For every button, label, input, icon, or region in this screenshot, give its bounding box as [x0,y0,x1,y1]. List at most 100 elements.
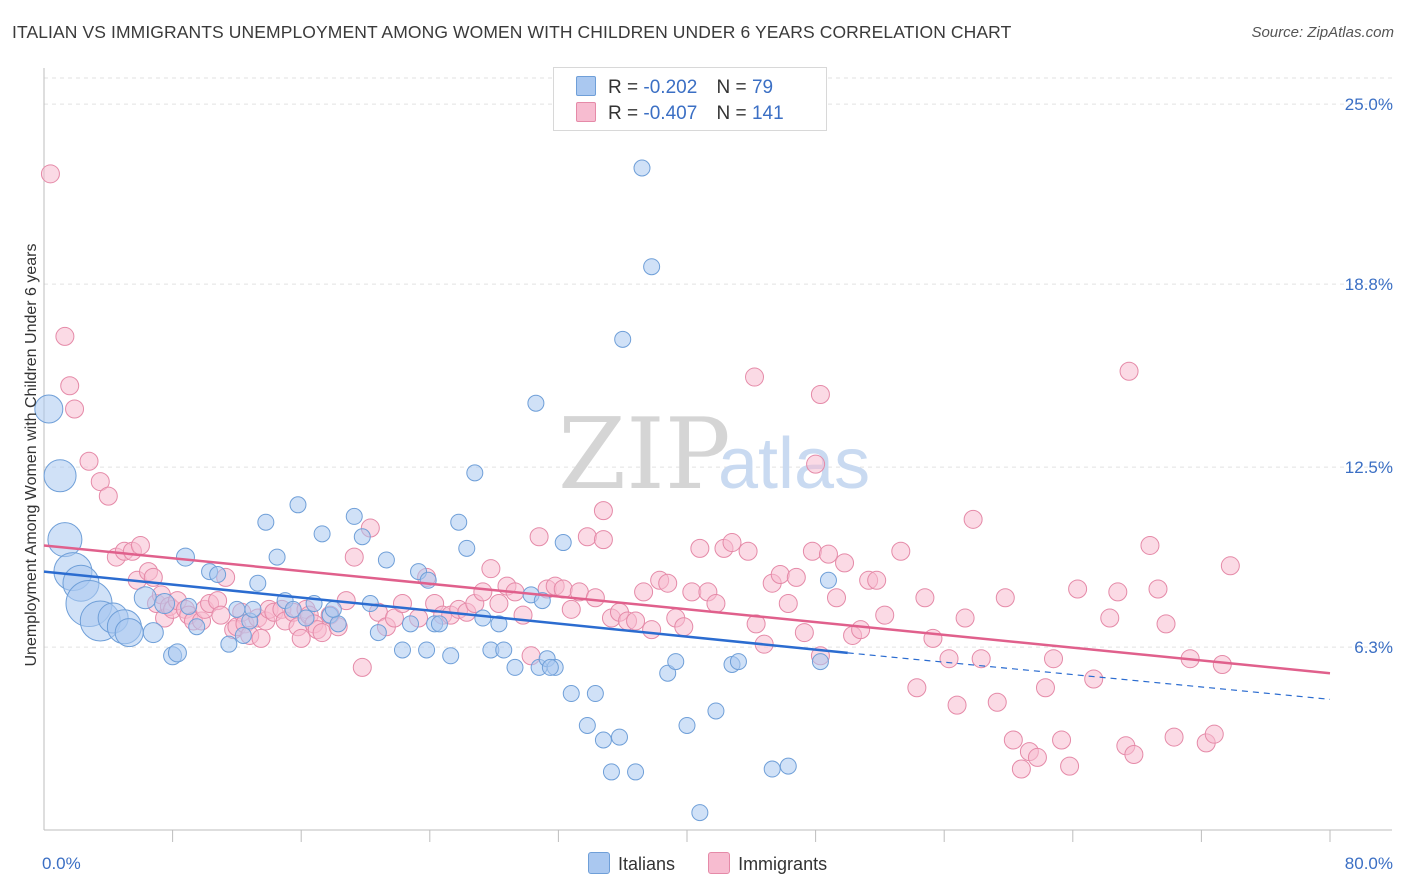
italians-point [289,496,307,514]
immigrants-point [963,509,983,529]
immigrants-point [384,608,404,628]
italians-point [114,618,144,648]
italians-point [495,641,513,659]
immigrants-point [867,570,887,590]
immigrants-r-value: -0.407 [643,103,698,124]
chart-title: ITALIAN VS IMMIGRANTS UNEMPLOYMENT AMONG… [12,22,1012,42]
immigrants-point [810,384,830,404]
italians-point [442,647,460,665]
italians-point [430,615,448,633]
italians-point [175,547,195,567]
immigrants-point [722,533,742,553]
italians-point [284,600,302,618]
italians-point [244,600,262,618]
italians-point [594,731,612,749]
legend-row-italians: R = -0.202 N = 79 [576,76,773,100]
italians-point [633,159,651,177]
immigrants-legend-label: Immigrants [738,854,828,874]
italians-point [554,534,572,552]
italians-point [249,574,267,592]
italians-point [418,641,436,659]
italians-point [228,600,246,618]
immigrants-n-label: N = [716,103,747,124]
immigrants-point [818,544,838,564]
x-tick-label-max: 80.0% [1345,854,1393,873]
immigrants-point [312,623,332,643]
watermark-atlas: atlas [718,424,870,504]
italians-point [257,513,275,531]
immigrants-point [561,599,581,619]
immigrants-point [674,617,694,637]
immigrants-point [955,608,975,628]
legend-row-immigrants: R = -0.407 N = 141 [576,102,784,126]
immigrants-point [489,594,509,614]
italians-r-value: -0.202 [643,77,698,98]
immigrants-point [786,567,806,587]
italians-point [627,763,645,781]
immigrants-point [971,649,991,669]
immigrants-point [826,588,846,608]
italians-swatch [576,76,596,96]
immigrants-point [947,695,967,715]
italians-point [811,653,829,671]
italians-legend-swatch [588,852,610,874]
correlation-legend: R = -0.202 N = 79 R = -0.407 N = 141 [553,67,827,131]
italians-point [586,685,604,703]
immigrants-point [593,530,613,550]
immigrants-point [1108,582,1128,602]
immigrants-point [634,582,654,602]
italians-point [707,702,725,720]
immigrants-r-label: R = [608,103,639,124]
immigrants-point [40,164,60,184]
immigrants-point [473,582,493,602]
immigrants-point [778,594,798,614]
legend-item-immigrants[interactable]: Immigrants [708,852,827,875]
watermark-zip: ZIP [558,398,731,512]
immigrants-point [1027,747,1047,767]
italians-point [541,658,559,676]
immigrants-point [1220,556,1240,576]
y-tick-labels: 6.3% 12.5% 18.8% 25.0% [1345,95,1393,657]
immigrants-n-value: 141 [751,103,784,124]
italians-n-label: N = [716,77,747,98]
italians-point [763,760,781,778]
immigrants-point [745,367,765,387]
italians-point [268,548,286,566]
italians-point [133,586,157,610]
immigrants-point [658,573,678,593]
italians-legend-label: Italians [618,854,676,874]
legend-item-italians[interactable]: Italians [588,852,675,875]
italians-point [180,597,198,615]
immigrants-point [1148,579,1168,599]
italians-trend-extension [847,652,1331,700]
immigrants-point [65,399,85,419]
italians-point [779,757,797,775]
immigrants-point [291,628,311,648]
immigrants-point [585,588,605,608]
italians-point [614,330,632,348]
immigrants-point [352,657,372,677]
immigrants-point [90,472,110,492]
immigrants-point [682,582,702,602]
y-tick-label-0: 6.3% [1354,638,1393,657]
italians-point [578,716,596,734]
immigrants-point [79,451,99,471]
immigrants-point [642,620,662,640]
x-tick-labels: 0.0% 80.0% [42,854,1393,873]
italians-point [527,394,545,412]
immigrants-point [626,611,646,631]
immigrants-point [577,527,597,547]
italians-point [691,804,709,822]
immigrants-point [891,541,911,561]
immigrants-point [939,649,959,669]
immigrants-point [1156,614,1176,634]
italians-point [602,763,620,781]
y-tick-label-2: 18.8% [1345,275,1393,294]
italians-point [345,507,363,525]
italians-n-value: 79 [751,77,774,98]
italians-point [369,624,387,642]
immigrants-point [1060,756,1080,776]
trend-lines [43,544,1331,700]
immigrants-point [130,535,150,555]
italians-point [353,528,371,546]
